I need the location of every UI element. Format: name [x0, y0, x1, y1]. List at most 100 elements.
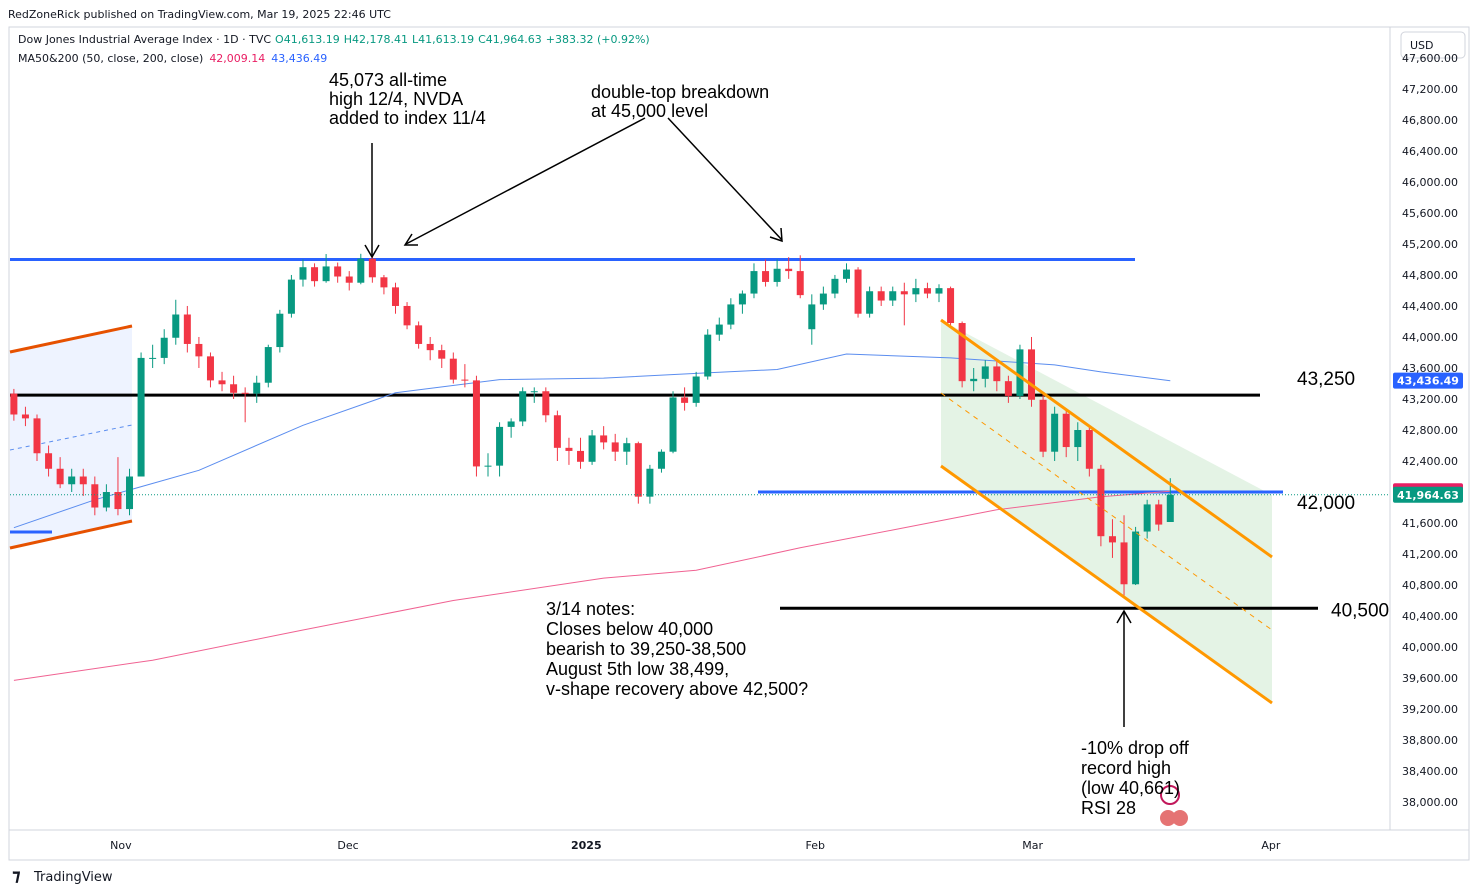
- brand: TradingView: [33, 870, 113, 885]
- annotation: added to index 11/4: [329, 108, 486, 128]
- candle-body: [484, 465, 492, 467]
- y-tick-label: 47,200.00: [1402, 83, 1458, 96]
- candle-body: [345, 276, 353, 283]
- candle-body: [449, 358, 457, 380]
- candle-body: [1120, 542, 1128, 585]
- candle-body: [519, 391, 527, 422]
- candle-body: [137, 357, 145, 477]
- y-tick-label: 43,600.00: [1402, 362, 1458, 375]
- candle-body: [496, 426, 504, 466]
- ohlc: C41,964.63: [478, 33, 542, 46]
- candle-body: [218, 380, 226, 385]
- y-tick-label: 38,800.00: [1402, 734, 1458, 747]
- candle-body: [311, 267, 319, 282]
- icons: [1160, 785, 1188, 826]
- annotation: RSI 28: [1081, 798, 1136, 818]
- x-tick-label: 2025: [571, 839, 602, 852]
- candle-body: [102, 492, 110, 508]
- candle-body: [692, 376, 700, 403]
- candle-body: [391, 287, 399, 306]
- candle-body: [681, 397, 689, 403]
- candle-body: [195, 343, 203, 357]
- y-tick-label: 44,000.00: [1402, 331, 1458, 344]
- y-tick-label: 38,400.00: [1402, 765, 1458, 778]
- channel-line: [940, 318, 1273, 559]
- candle-body: [657, 451, 665, 469]
- price-tag-label: 41,964.63: [1397, 489, 1459, 502]
- channel-line: [9, 519, 133, 550]
- annotation: high 12/4, NVDA: [329, 89, 463, 109]
- x-tick-label: Dec: [337, 839, 358, 852]
- candle-body: [565, 447, 573, 451]
- ohlc: H42,178.41: [344, 33, 408, 46]
- change: +383.32 (+0.92%): [546, 33, 650, 46]
- y-tick-label: 41,600.00: [1402, 517, 1458, 530]
- x-tick-label: Mar: [1022, 839, 1043, 852]
- candle-body: [715, 324, 723, 335]
- candle-body: [472, 380, 480, 467]
- currency-button[interactable]: [1400, 31, 1466, 59]
- x-tick-label: Feb: [806, 839, 825, 852]
- symbol: Dow Jones Industrial Average Index · 1D …: [18, 33, 650, 46]
- candle-body: [91, 484, 99, 508]
- candle-body: [958, 323, 966, 382]
- candle-body: [588, 435, 596, 462]
- candle-body: [114, 492, 122, 510]
- candle-body: [611, 442, 619, 452]
- y-tick-label: 44,400.00: [1402, 300, 1458, 313]
- candle-body: [276, 313, 284, 348]
- candle-body: [877, 291, 885, 301]
- candle-body: [299, 267, 307, 280]
- y-tick-label: 40,800.00: [1402, 579, 1458, 592]
- candle-body: [750, 271, 758, 294]
- price-tag: [1393, 372, 1463, 389]
- price-tag-label: 43,436.49: [1397, 375, 1459, 388]
- y-tick-label: 46,000.00: [1402, 176, 1458, 189]
- candle-body: [68, 476, 76, 485]
- candle-body: [1155, 504, 1163, 525]
- candle-body: [1028, 349, 1036, 400]
- candle-body: [912, 288, 920, 295]
- candle-body: [1016, 349, 1024, 396]
- level-label: 42,000: [1297, 493, 1355, 514]
- candle-body: [669, 397, 677, 452]
- candle-body: [183, 314, 191, 344]
- candle-body: [819, 293, 827, 305]
- candle-body: [287, 279, 295, 314]
- candle-body: [79, 476, 87, 485]
- candle-body: [126, 476, 134, 510]
- annotation: double-top breakdown: [591, 82, 769, 102]
- y-tick-label: 39,200.00: [1402, 703, 1458, 716]
- candle-body: [785, 268, 793, 272]
- candle-body: [600, 435, 608, 443]
- candle-body: [322, 266, 330, 282]
- candle-body: [1132, 531, 1140, 585]
- candle-body: [646, 468, 654, 497]
- candle-body: [623, 443, 631, 452]
- annotation: -10% drop off: [1081, 738, 1190, 758]
- candle-body: [426, 343, 434, 351]
- candle-body: [900, 291, 908, 295]
- candle-body: [172, 314, 180, 338]
- candle-body: [380, 277, 388, 288]
- candle-body: [403, 305, 411, 326]
- annotation: (low 40,661): [1081, 778, 1180, 798]
- annotation: 45,073 all-time: [329, 70, 447, 90]
- y-tick-label: 38,000.00: [1402, 796, 1458, 809]
- currency: USD: [1410, 39, 1434, 52]
- candle-body: [206, 356, 214, 381]
- y-tick-label: 39,600.00: [1402, 672, 1458, 685]
- candle-body: [1085, 430, 1093, 469]
- channel-line: [940, 464, 1273, 705]
- x-tick-label: Nov: [110, 839, 132, 852]
- annotation: at 45,000 level: [591, 101, 708, 121]
- candle-body: [357, 258, 365, 283]
- candle-body: [1051, 413, 1059, 452]
- candle-body: [842, 269, 850, 279]
- candle-body: [1097, 468, 1105, 537]
- candle-body: [727, 304, 735, 325]
- candle-body: [947, 288, 955, 324]
- candle-body: [33, 418, 41, 454]
